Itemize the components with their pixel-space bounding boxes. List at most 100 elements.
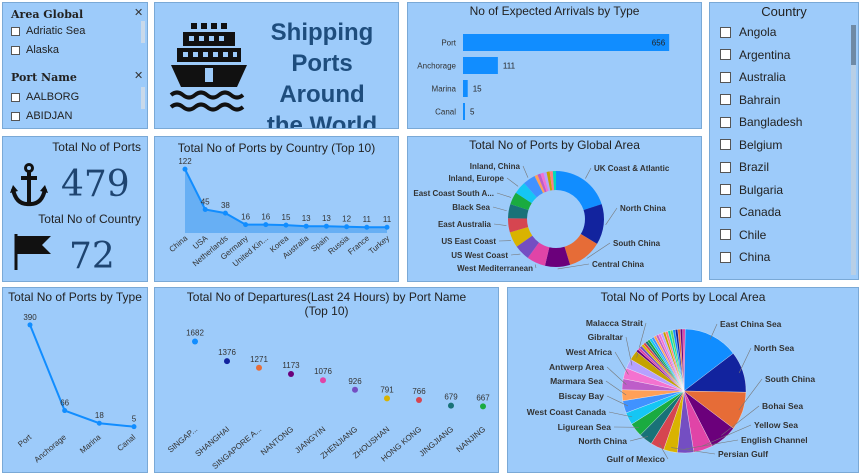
country-scrollbar-thumb[interactable] [851, 25, 856, 65]
checkbox[interactable] [720, 116, 731, 128]
type-point [96, 420, 102, 426]
bar [463, 57, 498, 74]
checkbox[interactable] [720, 229, 731, 240]
country-category-label: France [346, 233, 371, 256]
country-value-label: 13 [302, 214, 311, 223]
donut-leader-line [493, 223, 507, 226]
country-point [182, 166, 188, 172]
dashboard-title: Shipping Ports Around the World [251, 17, 393, 129]
country-slicer-header: Country [761, 4, 807, 19]
local-chart-title: Total No of Ports by Local Area [600, 290, 766, 304]
port-item-abidjan[interactable]: ABIDJAN [11, 110, 72, 122]
kpi-card: Total No of Ports 479 Total No of Countr… [2, 136, 148, 282]
country-item[interactable]: China [720, 250, 770, 264]
country-item[interactable]: Argentina [720, 48, 790, 62]
checkbox[interactable] [720, 251, 731, 263]
checkbox[interactable] [11, 26, 20, 36]
pie-leader-line [738, 347, 752, 374]
anchor-icon [10, 163, 48, 207]
checkbox[interactable] [720, 94, 731, 105]
title-line-1: Shipping [270, 19, 374, 46]
country-item[interactable]: Bulgaria [720, 183, 783, 197]
title-line-3: the World [266, 112, 378, 129]
checkbox[interactable] [720, 161, 731, 173]
departure-value-label: 679 [444, 393, 458, 402]
departures-title-line-1: Total No of Departures(Last 24 Hours) by… [186, 290, 467, 304]
bar [463, 34, 670, 51]
country-item[interactable]: Belgium [720, 138, 782, 152]
country-point [384, 224, 390, 230]
checkbox[interactable] [720, 184, 731, 195]
pie-label: Marmara Sea [550, 376, 603, 386]
country-item[interactable]: Angola [720, 25, 776, 39]
departure-point [192, 338, 198, 345]
country-scrollbar-track[interactable] [851, 25, 856, 275]
pie-leader-line [685, 439, 739, 450]
pie-label: West Africa [566, 347, 613, 357]
country-item[interactable]: Canada [720, 205, 781, 219]
donut-slice [510, 192, 532, 211]
pie-leader-line [605, 380, 627, 396]
local-area-chart-panel: Total No of Ports by Local Area East Chi… [507, 287, 859, 473]
departure-category-label: JINGJIANG [417, 425, 455, 459]
donut-label: Black Sea [452, 203, 490, 212]
country-area-chart: 122China45USA38Netherlands16Germany16Uni… [167, 157, 391, 268]
pie-label: Yellow Sea [754, 420, 798, 430]
port-scrollbar[interactable] [141, 87, 145, 109]
country-category-label: Russia [326, 233, 351, 256]
checkbox[interactable] [720, 49, 731, 60]
pie-leader-line [721, 405, 760, 436]
type-chart-title: Total No of Ports by Type [8, 290, 142, 304]
departures-chart-panel: Total No of Departures(Last 24 Hours) by… [154, 287, 499, 473]
pie-leader-line [709, 323, 718, 340]
area-item-adriatic[interactable]: Adriatic Sea [11, 25, 85, 37]
port-item-label: ABIDJAN [26, 110, 73, 122]
country-item-label: Brazil [739, 160, 770, 174]
country-item[interactable]: Bangladesh [720, 115, 802, 129]
pie-label: Malacca Strait [586, 318, 643, 328]
type-point [131, 424, 137, 430]
country-value-label: 15 [282, 213, 291, 222]
donut-slice [580, 204, 604, 244]
type-point [62, 408, 68, 414]
country-point [263, 222, 269, 228]
country-item[interactable]: Brazil [720, 160, 769, 174]
departure-point [320, 377, 326, 384]
clear-selection-icon[interactable]: ✕ [134, 70, 144, 82]
type-line-chart: 390 Port 66 Anchorage 18 Marina 5 Canal [16, 313, 137, 464]
departure-value-label: 766 [412, 387, 426, 396]
country-item-label: Chile [739, 227, 767, 242]
type-line-chart-panel: Total No of Ports by Type 390 Port 66 Ancho… [2, 287, 148, 473]
flag-icon [14, 234, 51, 270]
checkbox[interactable] [720, 139, 731, 150]
country-item[interactable]: Chile [720, 228, 766, 242]
area-scrollbar[interactable] [141, 21, 145, 43]
checkbox[interactable] [720, 26, 731, 38]
donut-slice [537, 173, 547, 193]
donut-label: West Mediterranean [457, 264, 533, 273]
country-item[interactable]: Bahrain [720, 93, 780, 107]
area-item-alaska[interactable]: Alaska [11, 44, 59, 56]
donut-leader-line [522, 165, 529, 178]
donut-label: Inland, Europe [448, 174, 504, 183]
country-item-label: Bangladesh [739, 115, 803, 129]
donut-slice [527, 242, 550, 266]
donut-slice [540, 172, 549, 192]
checkbox[interactable] [11, 92, 20, 102]
port-item-aalborg[interactable]: AALBORG [11, 91, 79, 103]
bar-value-label: 111 [503, 62, 516, 71]
checkbox[interactable] [11, 111, 20, 121]
checkbox[interactable] [720, 206, 731, 218]
pie-label: Biscay Bay [559, 391, 605, 401]
country-item[interactable]: Australia [720, 70, 786, 84]
checkbox[interactable] [11, 45, 20, 55]
donut-label: UK Coast & Atlantic [594, 164, 670, 173]
departure-value-label: 667 [476, 393, 490, 402]
pie-label: Antwerp Area [549, 362, 604, 372]
departures-chart-title: Total No of Departures(Last 24 Hours) by… [155, 290, 498, 318]
bar-category-label: Port [441, 39, 456, 48]
departure-point [384, 395, 390, 402]
donut-slice [508, 218, 529, 233]
checkbox[interactable] [720, 71, 731, 83]
clear-selection-icon[interactable]: ✕ [134, 7, 144, 19]
